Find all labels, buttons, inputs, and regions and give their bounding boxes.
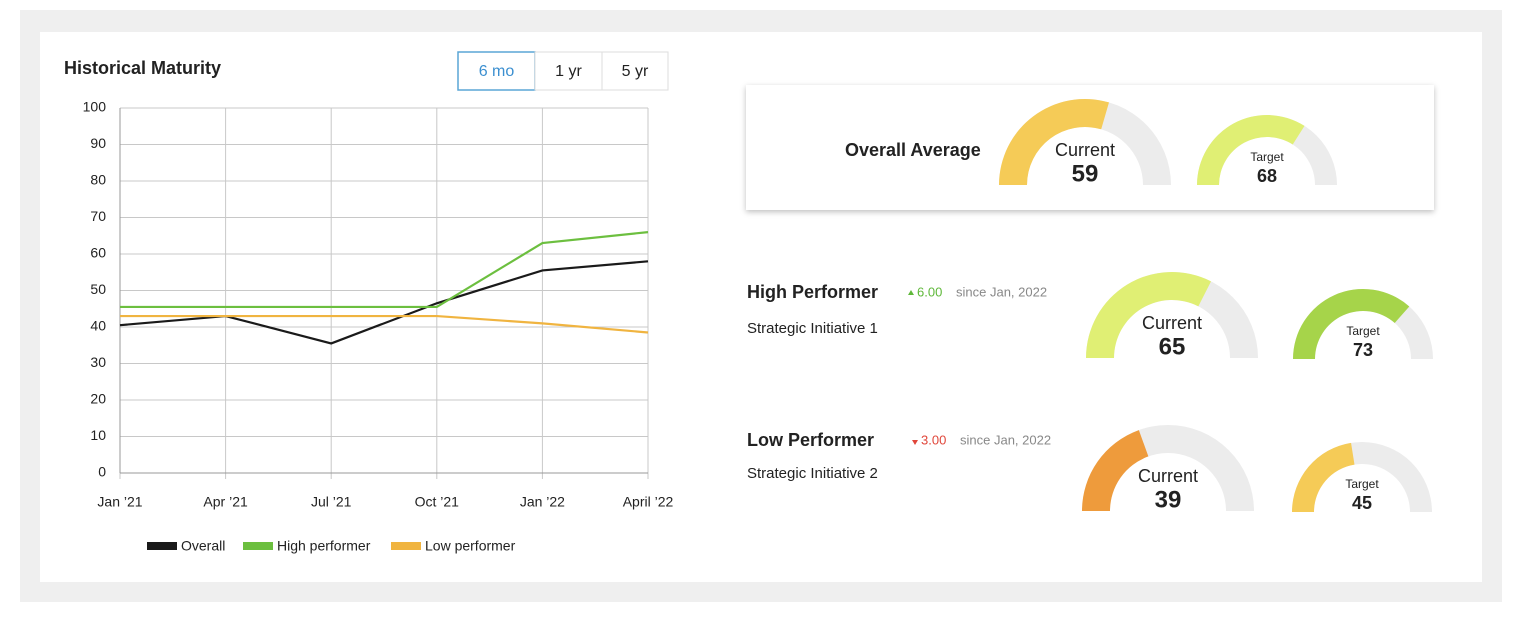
gauge-label: Current [1055,140,1115,160]
gauge-value: 39 [1155,486,1182,513]
series-line [119,260,649,345]
gauge-fill [1086,271,1212,358]
legend-swatch [243,542,273,550]
gauge-label: Target [1345,477,1379,491]
y-tick-label: 90 [90,135,106,151]
range-button-label[interactable]: 5 yr [622,63,649,80]
legend-label: Low performer [425,538,516,554]
x-tick-label: Apr ’21 [203,494,248,510]
gauge-fill [999,98,1109,185]
x-tick-label: Jul ’21 [311,494,352,510]
gauge-value: 45 [1352,493,1372,513]
change-arrow [912,440,918,445]
series-line [120,314,649,334]
gauge-label: Current [1138,466,1198,486]
summary-subtitle: Strategic Initiative 2 [747,465,878,482]
chart-title: Historical Maturity [64,58,221,78]
range-button[interactable] [601,51,669,91]
x-tick-label: Jan ’22 [520,494,565,510]
gauge-fill [1082,430,1149,511]
x-tick-label: Jan ’21 [97,494,142,510]
gauge-fill [1197,114,1305,185]
gauge-label: Current [1142,313,1202,333]
legend-label: High performer [277,538,371,554]
gauge-value: 65 [1159,333,1186,360]
gauge-label: Target [1346,324,1380,338]
gauge-value: 59 [1072,160,1099,187]
y-tick-label: 60 [90,245,106,261]
x-tick-label: April ’22 [623,494,674,510]
y-tick-label: 0 [98,464,106,480]
x-tick-label: Oct ’21 [415,494,460,510]
y-tick-label: 70 [90,208,106,224]
summary-subtitle: Strategic Initiative 1 [747,320,878,337]
summary-title: Low Performer [747,430,874,450]
legend-swatch [391,542,421,550]
range-button-label[interactable]: 6 mo [479,63,515,80]
y-tick-label: 20 [90,391,106,407]
change-value: 6.00 [917,284,942,299]
range-button[interactable] [534,51,603,91]
change-note: since Jan, 2022 [956,284,1047,299]
gauge-value: 73 [1353,340,1373,360]
series-line [120,231,649,309]
y-tick-label: 40 [90,318,106,334]
gauge-fill [1293,288,1410,359]
y-tick-label: 50 [90,281,106,297]
y-tick-label: 10 [90,427,106,443]
y-tick-label: 100 [83,99,107,115]
legend-label: Overall [181,538,225,554]
gauge-fill [1292,442,1355,512]
change-note: since Jan, 2022 [960,432,1051,447]
summary-title: Overall Average [845,140,981,160]
summary-title: High Performer [747,282,878,302]
gauge-label: Target [1250,150,1284,164]
legend-swatch [147,542,177,550]
change-arrow [908,290,914,295]
y-tick-label: 80 [90,172,106,188]
gauge-value: 68 [1257,166,1277,186]
y-tick-label: 30 [90,354,106,370]
change-value: 3.00 [921,432,946,447]
range-button-label[interactable]: 1 yr [555,63,582,80]
